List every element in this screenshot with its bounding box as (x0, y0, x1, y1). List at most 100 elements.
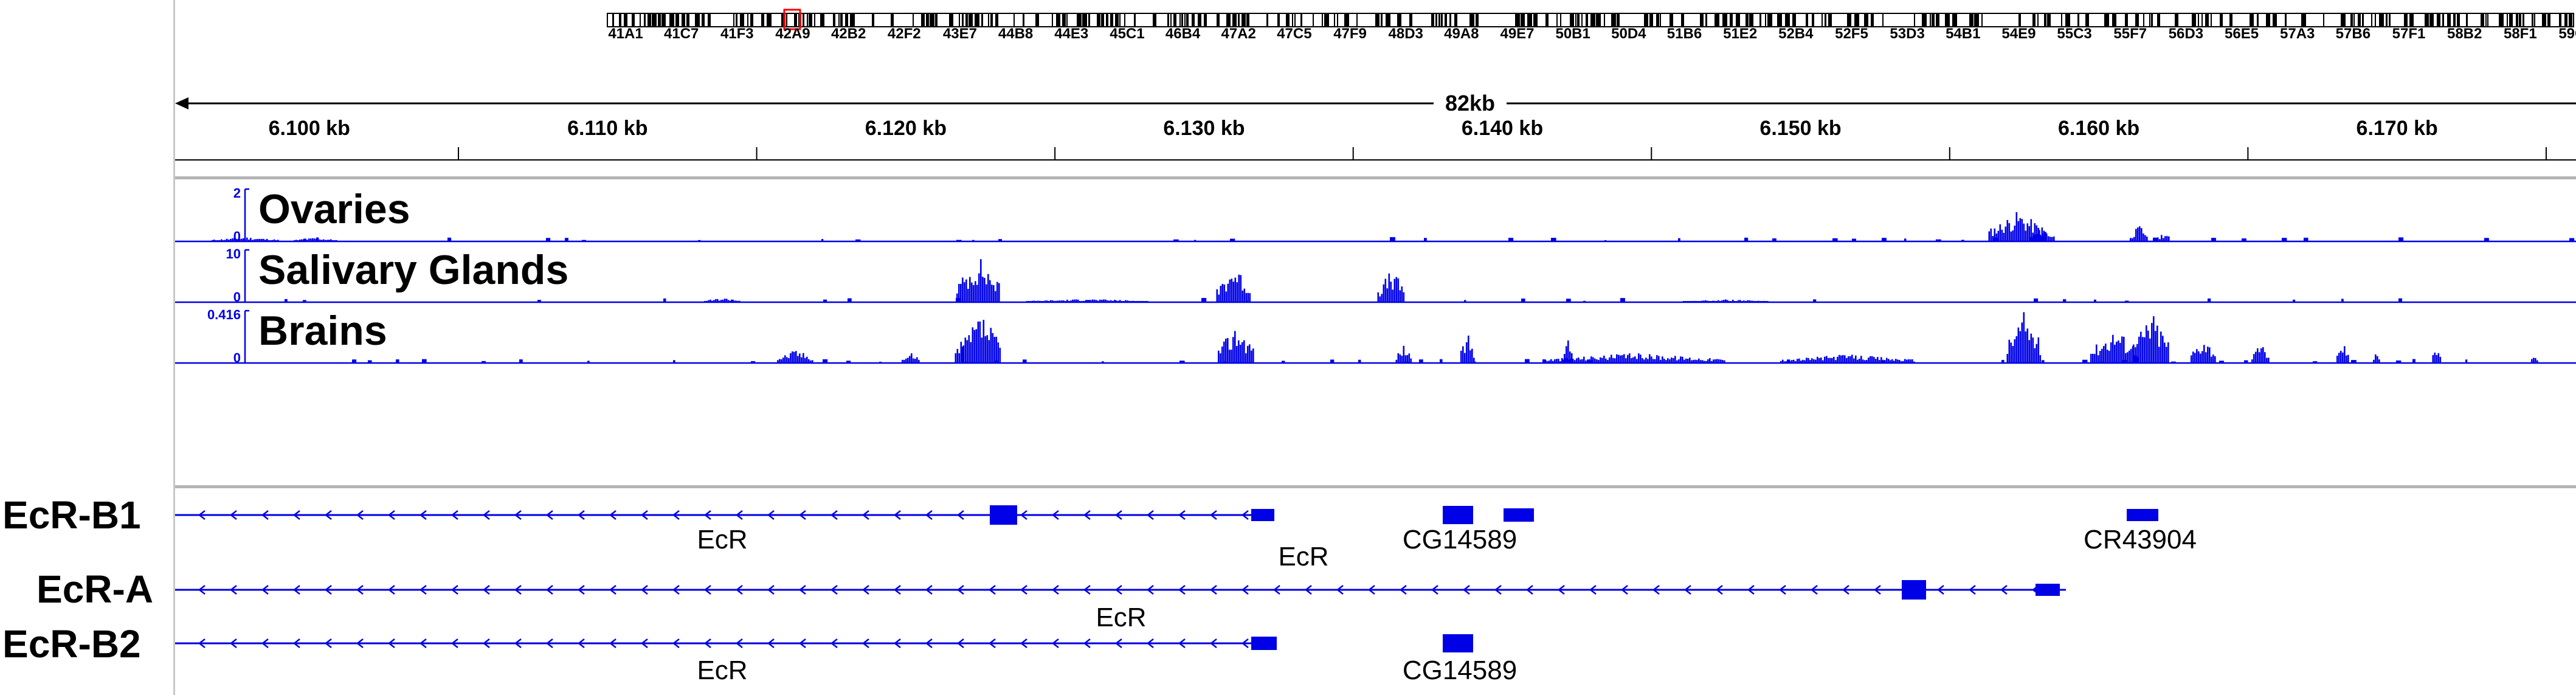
coverage-bar (1640, 354, 1642, 363)
track-brains[interactable]: 0.416 0 (175, 307, 2576, 365)
strand-arrow-icon (1842, 585, 1849, 595)
coverage-bar (956, 298, 961, 302)
strand-arrow-icon (1020, 585, 1027, 595)
coverage-bar (737, 300, 739, 302)
coverage-bar (978, 273, 980, 302)
coverage-bar (1125, 300, 1127, 302)
coverage-bar (1097, 300, 1099, 302)
coverage-bar (301, 239, 303, 241)
gene-exon[interactable] (2127, 509, 2158, 521)
panel-divider[interactable] (173, 0, 175, 695)
coverage-bar (981, 337, 983, 363)
chromosome-ideogram[interactable]: 41A1 41C7 41F3 42A9 42B2 42F2 43E7 44B8 44E3 45C1… (175, 0, 2576, 50)
coverage-bar (224, 240, 226, 241)
coverage-bar (962, 277, 964, 302)
coverage-bar (2030, 333, 2032, 363)
ideogram-band-label: 41A1 (608, 26, 643, 42)
coverage-bar (2063, 299, 2067, 302)
coverage-bar (1649, 354, 1651, 363)
gene-exon[interactable] (1443, 634, 1473, 652)
coverage-bar (1678, 359, 1680, 363)
coverage-bar (2112, 334, 2114, 363)
gene-exon[interactable] (1251, 509, 1274, 521)
coverage-bar (1994, 228, 1996, 241)
coverage-bar (1822, 360, 1824, 363)
coverage-bar (1386, 288, 1389, 302)
gene-exon[interactable] (990, 505, 1017, 525)
ruler-separator (175, 176, 2576, 179)
track-scale-min: 0 (233, 350, 241, 365)
coverage-bar (2212, 354, 2214, 363)
coverage-bar (1868, 358, 1870, 363)
coverage-bar (2149, 338, 2151, 363)
coverage-bar (1673, 358, 1674, 363)
coverage-bar (396, 359, 399, 363)
coverage-bar (977, 321, 979, 363)
coverage-bar (275, 240, 277, 241)
coverage-bar (1395, 277, 1398, 302)
coverage-bar (1761, 301, 1763, 302)
coverage-bar (1103, 299, 1105, 302)
coverage-bar (2023, 223, 2025, 241)
coverage-bar (1961, 240, 1964, 241)
coverage-bar (306, 240, 308, 241)
track-name-brains: Brains (258, 308, 387, 354)
gene-exon[interactable] (2036, 584, 2060, 596)
coverage-bar (958, 283, 960, 302)
coverage-bar (2029, 237, 2031, 241)
ideogram-band-label: 42A9 (775, 26, 810, 42)
coverage-bar (960, 342, 962, 363)
coverage-bar (975, 329, 978, 363)
strand-arrow-icon (767, 510, 775, 520)
coverage-bar (277, 240, 279, 241)
coverage-bar (731, 299, 734, 302)
coverage-bar (2141, 228, 2143, 241)
gene-row-ecr-a[interactable]: EcR EcR (175, 542, 2066, 632)
strand-arrow-icon (198, 638, 205, 648)
coverage-bar (2023, 312, 2025, 363)
ideogram-band-label: 48D3 (1389, 26, 1423, 42)
coverage-bar (1464, 353, 1466, 363)
coverage-bar (1632, 357, 1634, 363)
coverage-bar (2015, 212, 2018, 241)
coverage-bar (1384, 278, 1387, 302)
gene-exon[interactable] (1902, 580, 1926, 600)
coverage-bar (1860, 356, 1862, 363)
coverage-bar (1096, 300, 1097, 302)
genomic-ruler[interactable]: 82kb 6.100 kb 6.110 kb 6.120 kb 6.130 kb 6.1… (175, 79, 2576, 170)
coverage-bar (2346, 355, 2347, 363)
strand-arrow-icon (1589, 585, 1597, 595)
coverage-bar (986, 335, 989, 363)
coverage-bar (2090, 353, 2092, 363)
gene-exon[interactable] (1504, 508, 1534, 522)
coverage-bar (1249, 344, 1251, 363)
coverage-bar (1750, 300, 1752, 302)
coverage-bar (1877, 357, 1879, 363)
coverage-bar (1037, 300, 1039, 302)
strand-arrow-icon (703, 638, 711, 648)
coverage-bar (1068, 300, 1070, 302)
gene-exon[interactable] (1443, 506, 1473, 524)
coverage-bar (321, 240, 323, 241)
gene-annotations[interactable]: EcR CG14589 CR43904 EcR EcR EcR CG14589 (175, 486, 2576, 695)
gene-row-ecr-b2[interactable]: EcR CG14589 (175, 634, 1517, 685)
ruler-tick-label: 6.110 kb (567, 117, 647, 140)
coverage-bar (1884, 360, 1886, 363)
gene-exon[interactable] (1251, 637, 1277, 650)
track-ovaries[interactable]: 20 (175, 185, 2576, 244)
coverage-bar (2437, 353, 2440, 363)
coverage-bar (1083, 300, 1085, 302)
coverage-bar (730, 300, 731, 302)
coverage-bar (1234, 331, 1236, 363)
coverage-bar (1811, 358, 1813, 363)
track-name-salivary-glands: Salivary Glands (258, 247, 569, 293)
coverage-bar (1201, 298, 1207, 302)
gene-row-ecr-b1[interactable]: EcR CG14589 CR43904 (175, 505, 2197, 555)
coverage-bar (1119, 300, 1121, 302)
track-salivary-glands[interactable]: 10 0 (175, 246, 2576, 305)
coverage-bar (1419, 359, 1423, 363)
strand-arrow-icon (387, 585, 395, 595)
coverage-bar (2304, 237, 2308, 241)
coverage-bar (710, 299, 711, 302)
